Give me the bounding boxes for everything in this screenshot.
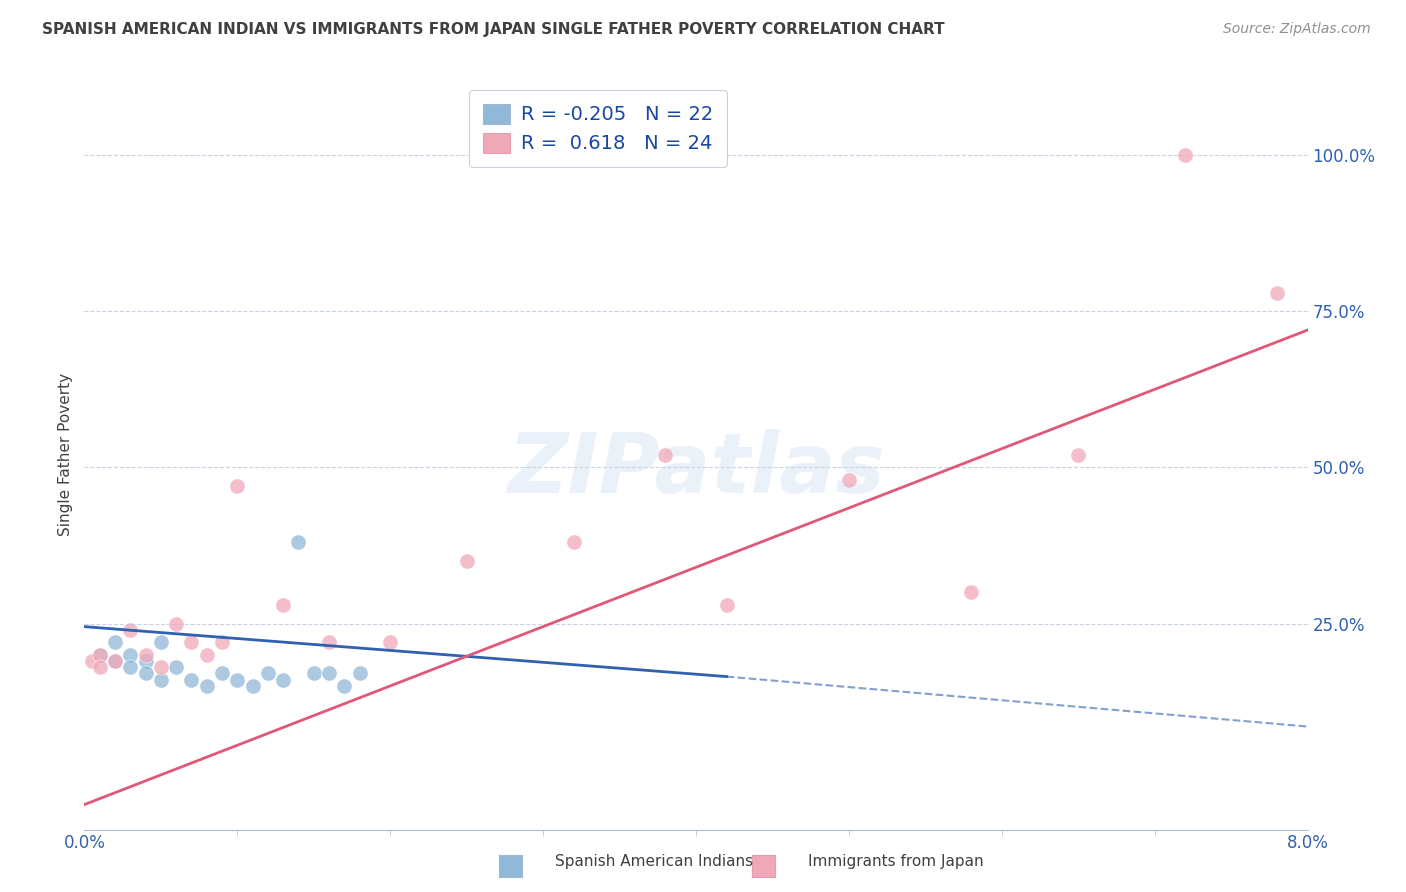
Point [149, 635, 172, 649]
Point [302, 666, 325, 681]
Point [165, 660, 187, 674]
Point [318, 635, 340, 649]
Point [120, 660, 142, 674]
Point [226, 673, 249, 687]
Point [349, 666, 371, 681]
Point [562, 535, 585, 549]
Point [180, 673, 202, 687]
Text: ZIPatlas: ZIPatlas [508, 429, 884, 510]
Y-axis label: Single Father Poverty: Single Father Poverty [58, 374, 73, 536]
Point [89, 648, 111, 662]
Point [104, 635, 127, 649]
Point [135, 654, 157, 668]
Point [195, 648, 218, 662]
Point [960, 585, 983, 599]
Point [104, 654, 127, 668]
Point [257, 666, 280, 681]
Point [271, 598, 294, 612]
Text: Spanish American Indians: Spanish American Indians [555, 855, 754, 869]
Point [89, 648, 111, 662]
Point [180, 635, 202, 649]
Point [1265, 285, 1288, 300]
Point [271, 673, 294, 687]
Text: Source: ZipAtlas.com: Source: ZipAtlas.com [1223, 22, 1371, 37]
Point [211, 666, 233, 681]
Point [120, 623, 142, 637]
Point [333, 679, 356, 693]
Point [149, 673, 172, 687]
Point [1067, 448, 1090, 462]
Point [716, 598, 738, 612]
Point [318, 666, 340, 681]
Point [135, 648, 157, 662]
Legend: R = -0.205   N = 22, R =  0.618   N = 24: R = -0.205 N = 22, R = 0.618 N = 24 [470, 90, 727, 167]
Point [242, 679, 264, 693]
Point [226, 479, 249, 493]
Text: SPANISH AMERICAN INDIAN VS IMMIGRANTS FROM JAPAN SINGLE FATHER POVERTY CORRELATI: SPANISH AMERICAN INDIAN VS IMMIGRANTS FR… [42, 22, 945, 37]
Point [838, 473, 860, 487]
Point [135, 666, 157, 681]
Point [456, 554, 478, 568]
Point [1174, 148, 1197, 162]
Point [654, 448, 676, 462]
Point [211, 635, 233, 649]
Text: Immigrants from Japan: Immigrants from Japan [808, 855, 984, 869]
Point [120, 648, 142, 662]
Point [380, 635, 402, 649]
Point [165, 616, 187, 631]
Point [104, 654, 127, 668]
Point [80, 654, 103, 668]
Point [195, 679, 218, 693]
Point [149, 660, 172, 674]
Point [287, 535, 309, 549]
Point [89, 660, 111, 674]
